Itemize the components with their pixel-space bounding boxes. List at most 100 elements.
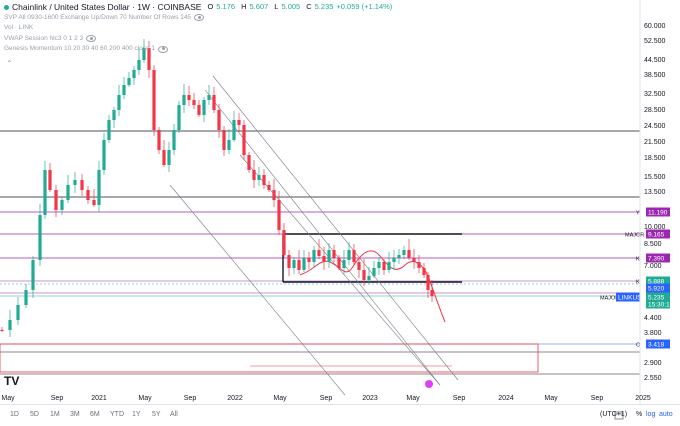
candle-body[interactable]: [402, 250, 406, 255]
candle-body[interactable]: [367, 276, 371, 280]
timeframe-button-5d[interactable]: 5D: [30, 411, 39, 418]
timeframe-button-1d[interactable]: 1D: [10, 411, 19, 418]
candle-body[interactable]: [227, 140, 231, 150]
price-tag[interactable]: [646, 339, 670, 349]
candle-body[interactable]: [217, 110, 221, 130]
candle-body[interactable]: [122, 85, 126, 95]
candle-body[interactable]: [43, 170, 47, 215]
auto-toggle[interactable]: auto: [659, 411, 673, 418]
timeframe-button-1y[interactable]: 1Y: [132, 411, 141, 418]
price-tag[interactable]: [646, 207, 670, 217]
candle-body[interactable]: [272, 190, 276, 200]
candle-body[interactable]: [407, 250, 411, 258]
candle-body[interactable]: [38, 215, 42, 260]
candle-body[interactable]: [8, 320, 12, 330]
candle-body[interactable]: [137, 60, 141, 70]
channel-trend-line[interactable]: [169, 184, 346, 396]
chevron-up-icon[interactable]: ⌃: [6, 59, 13, 68]
candle-body[interactable]: [282, 230, 286, 255]
candle-body[interactable]: [60, 200, 64, 210]
candle-body[interactable]: [197, 105, 201, 115]
channel-trend-line[interactable]: [212, 75, 459, 381]
candle-body[interactable]: [147, 48, 151, 70]
candle-body[interactable]: [167, 150, 171, 165]
timeframe-button-1m[interactable]: 1M: [50, 411, 60, 418]
candle-body[interactable]: [237, 120, 241, 125]
candle-body[interactable]: [332, 250, 336, 258]
candle-body[interactable]: [312, 250, 316, 262]
indicator-vwap[interactable]: VWAP Session hlc3 0 1 2 3: [4, 34, 84, 42]
candle-body[interactable]: [157, 130, 161, 150]
candle-body[interactable]: [86, 190, 90, 200]
candle-body[interactable]: [307, 258, 311, 262]
percent-toggle[interactable]: %: [636, 411, 643, 418]
timezone-button[interactable]: (UTC+1): [600, 411, 628, 418]
demand-zone-box[interactable]: [0, 343, 539, 373]
candle-body[interactable]: [207, 95, 211, 100]
price-tag[interactable]: [646, 283, 670, 293]
candle-body[interactable]: [397, 255, 401, 258]
timeframe-button-3m[interactable]: 3M: [70, 411, 80, 418]
candle-body[interactable]: [412, 258, 416, 262]
candle-body[interactable]: [377, 262, 381, 268]
candle-body[interactable]: [117, 95, 121, 110]
candle-body[interactable]: [322, 256, 326, 262]
candle-body[interactable]: [247, 155, 251, 170]
candle-body[interactable]: [172, 130, 176, 150]
candle-body[interactable]: [232, 120, 236, 140]
price-tag[interactable]: [646, 299, 670, 309]
candle-body[interactable]: [292, 260, 296, 268]
timeframe-button-all[interactable]: All: [170, 411, 178, 418]
candle-body[interactable]: [382, 262, 386, 270]
candle-body[interactable]: [337, 258, 341, 268]
price-tag[interactable]: [646, 229, 670, 239]
candle-body[interactable]: [297, 260, 301, 270]
candle-body[interactable]: [392, 258, 396, 262]
candle-body[interactable]: [417, 262, 421, 268]
candle-body[interactable]: [372, 268, 376, 276]
channel-trend-line[interactable]: [204, 89, 441, 386]
log-toggle[interactable]: log: [646, 411, 656, 418]
indicator-genesis-momentum[interactable]: Genesis Momentum 10 20 30 40 60 200 400 …: [4, 45, 156, 53]
candle-body[interactable]: [112, 110, 116, 120]
candle-body[interactable]: [317, 250, 321, 256]
candle-body[interactable]: [97, 170, 101, 205]
candle-body[interactable]: [422, 268, 426, 275]
candle-body[interactable]: [127, 78, 131, 85]
candle-body[interactable]: [342, 260, 346, 268]
candle-body[interactable]: [357, 262, 361, 270]
candle-body[interactable]: [187, 95, 191, 100]
candle-body[interactable]: [177, 105, 181, 130]
candle-body[interactable]: [426, 275, 430, 290]
eye-icon[interactable]: [158, 45, 169, 53]
symbol-title[interactable]: Chainlink / United States Dollar · 1W · …: [12, 2, 202, 13]
candle-body[interactable]: [327, 250, 331, 262]
candle-body[interactable]: [242, 125, 246, 155]
candle-body[interactable]: [24, 290, 28, 305]
candle-body[interactable]: [347, 250, 351, 260]
price-tag[interactable]: [646, 276, 670, 286]
candle-body[interactable]: [92, 200, 96, 205]
candle-body[interactable]: [73, 180, 77, 185]
candle-body[interactable]: [222, 130, 226, 150]
candle-body[interactable]: [48, 170, 52, 190]
candle-body[interactable]: [142, 48, 146, 60]
candle-body[interactable]: [362, 270, 366, 280]
timeframe-button-6m[interactable]: 6M: [90, 411, 100, 418]
candle-body[interactable]: [212, 95, 216, 110]
candle-body[interactable]: [162, 150, 166, 165]
event-marker-icon[interactable]: [425, 380, 433, 388]
candle-body[interactable]: [262, 175, 266, 185]
candle-body[interactable]: [66, 185, 70, 200]
indicator-svp[interactable]: SVP All 0930-1600 Exchange Up/Down 70 Nu…: [4, 13, 192, 21]
candle-body[interactable]: [430, 290, 434, 296]
price-tag[interactable]: [646, 292, 670, 302]
candle-body[interactable]: [277, 200, 281, 230]
indicator-volume[interactable]: Vol · LINK: [4, 24, 34, 32]
candle-body[interactable]: [257, 175, 261, 180]
candle-body[interactable]: [132, 70, 136, 78]
candle-body[interactable]: [152, 70, 156, 130]
timeframe-button-ytd[interactable]: YTD: [110, 411, 124, 418]
eye-icon[interactable]: [194, 14, 205, 22]
